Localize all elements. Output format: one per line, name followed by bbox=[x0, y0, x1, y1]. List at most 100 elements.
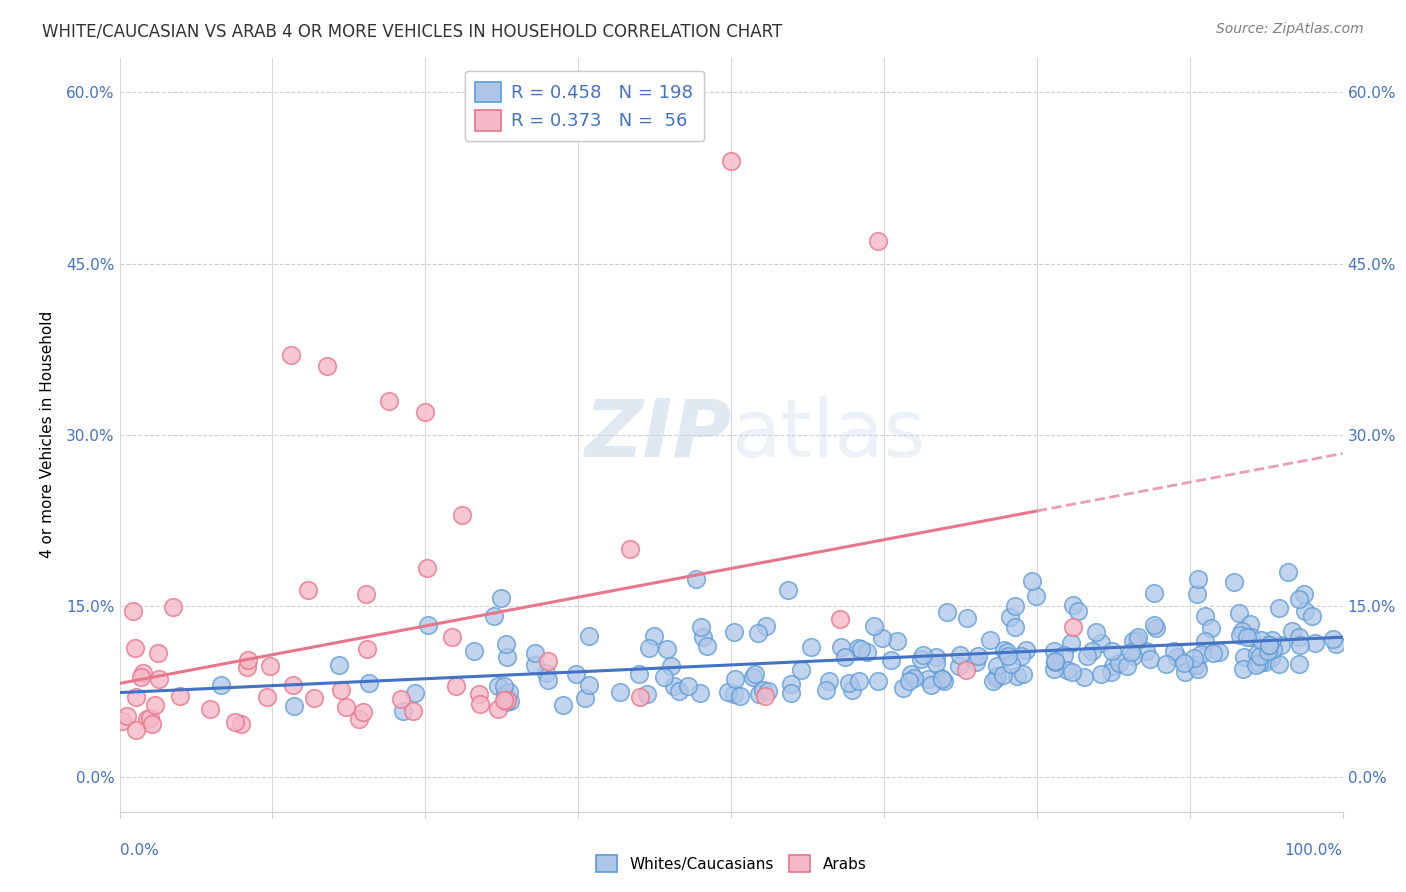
Point bbox=[925, 656, 948, 670]
Point bbox=[534, 665, 557, 680]
Point bbox=[129, 670, 152, 684]
Point bbox=[1244, 658, 1267, 673]
Point bbox=[1081, 644, 1104, 658]
Point bbox=[1249, 649, 1271, 664]
Point bbox=[316, 359, 339, 374]
Point bbox=[125, 723, 148, 738]
Point bbox=[991, 668, 1014, 682]
Point bbox=[780, 677, 803, 691]
Point bbox=[609, 685, 631, 699]
Point bbox=[356, 587, 378, 601]
Point bbox=[1268, 601, 1291, 615]
Point bbox=[1305, 636, 1327, 650]
Point bbox=[236, 653, 259, 667]
Point bbox=[1277, 565, 1299, 579]
Point bbox=[1194, 634, 1216, 648]
Point bbox=[716, 685, 738, 699]
Point bbox=[920, 678, 942, 692]
Point bbox=[689, 685, 711, 699]
Point bbox=[848, 674, 870, 689]
Point bbox=[402, 704, 425, 718]
Point bbox=[814, 682, 837, 697]
Point bbox=[986, 658, 1008, 673]
Point bbox=[747, 626, 769, 640]
Point bbox=[124, 640, 146, 655]
Point bbox=[495, 637, 517, 651]
Point bbox=[1166, 650, 1188, 665]
Point bbox=[1010, 648, 1032, 663]
Point bbox=[910, 652, 932, 666]
Point bbox=[903, 672, 925, 686]
Text: 0.0%: 0.0% bbox=[120, 843, 159, 858]
Point bbox=[692, 630, 714, 644]
Point bbox=[1257, 644, 1279, 658]
Point bbox=[1015, 642, 1038, 657]
Point bbox=[280, 348, 302, 362]
Point bbox=[297, 582, 319, 597]
Point bbox=[1288, 630, 1310, 644]
Point bbox=[352, 706, 374, 720]
Point bbox=[685, 572, 707, 586]
Point bbox=[986, 669, 1008, 683]
Point bbox=[1324, 637, 1347, 651]
Point bbox=[1187, 572, 1209, 586]
Point bbox=[1223, 574, 1246, 589]
Point bbox=[981, 674, 1004, 689]
Point bbox=[1108, 656, 1130, 670]
Point bbox=[1232, 661, 1254, 675]
Point bbox=[935, 606, 957, 620]
Point bbox=[1236, 631, 1258, 645]
Legend: Whites/Caucasians, Arabs: Whites/Caucasians, Arabs bbox=[588, 847, 875, 880]
Point bbox=[1250, 632, 1272, 647]
Point bbox=[162, 599, 184, 614]
Point bbox=[1257, 638, 1279, 652]
Point bbox=[1233, 649, 1256, 664]
Point bbox=[863, 619, 886, 633]
Point bbox=[1185, 657, 1208, 672]
Point bbox=[1085, 625, 1108, 640]
Point bbox=[779, 686, 801, 700]
Point bbox=[619, 542, 641, 557]
Point bbox=[1052, 648, 1074, 662]
Point bbox=[1288, 591, 1310, 606]
Point bbox=[948, 658, 970, 673]
Text: ZIP: ZIP bbox=[583, 396, 731, 474]
Point bbox=[657, 641, 679, 656]
Point bbox=[1000, 610, 1022, 624]
Point bbox=[834, 649, 856, 664]
Point bbox=[965, 655, 987, 669]
Point bbox=[1202, 646, 1225, 660]
Point bbox=[628, 667, 651, 681]
Point bbox=[1144, 621, 1167, 635]
Point bbox=[111, 714, 134, 729]
Point bbox=[121, 604, 143, 618]
Point bbox=[1247, 656, 1270, 670]
Point bbox=[484, 609, 506, 624]
Point bbox=[1062, 598, 1084, 612]
Point bbox=[389, 691, 412, 706]
Point bbox=[676, 679, 699, 693]
Point bbox=[752, 682, 775, 697]
Point bbox=[169, 689, 191, 703]
Point bbox=[1073, 670, 1095, 684]
Point bbox=[929, 671, 952, 685]
Point bbox=[1189, 648, 1212, 662]
Point bbox=[995, 645, 1018, 659]
Point bbox=[1322, 632, 1344, 647]
Point bbox=[1261, 633, 1284, 648]
Point bbox=[578, 629, 600, 643]
Point bbox=[1270, 638, 1292, 652]
Point bbox=[198, 701, 221, 715]
Point bbox=[934, 674, 956, 689]
Point bbox=[468, 687, 491, 701]
Point bbox=[463, 643, 485, 657]
Point bbox=[643, 629, 665, 643]
Point bbox=[139, 711, 162, 725]
Point bbox=[849, 642, 872, 657]
Point bbox=[136, 712, 159, 726]
Point bbox=[846, 640, 869, 655]
Point bbox=[956, 610, 979, 624]
Point bbox=[800, 640, 823, 654]
Point bbox=[898, 673, 921, 688]
Point bbox=[329, 682, 352, 697]
